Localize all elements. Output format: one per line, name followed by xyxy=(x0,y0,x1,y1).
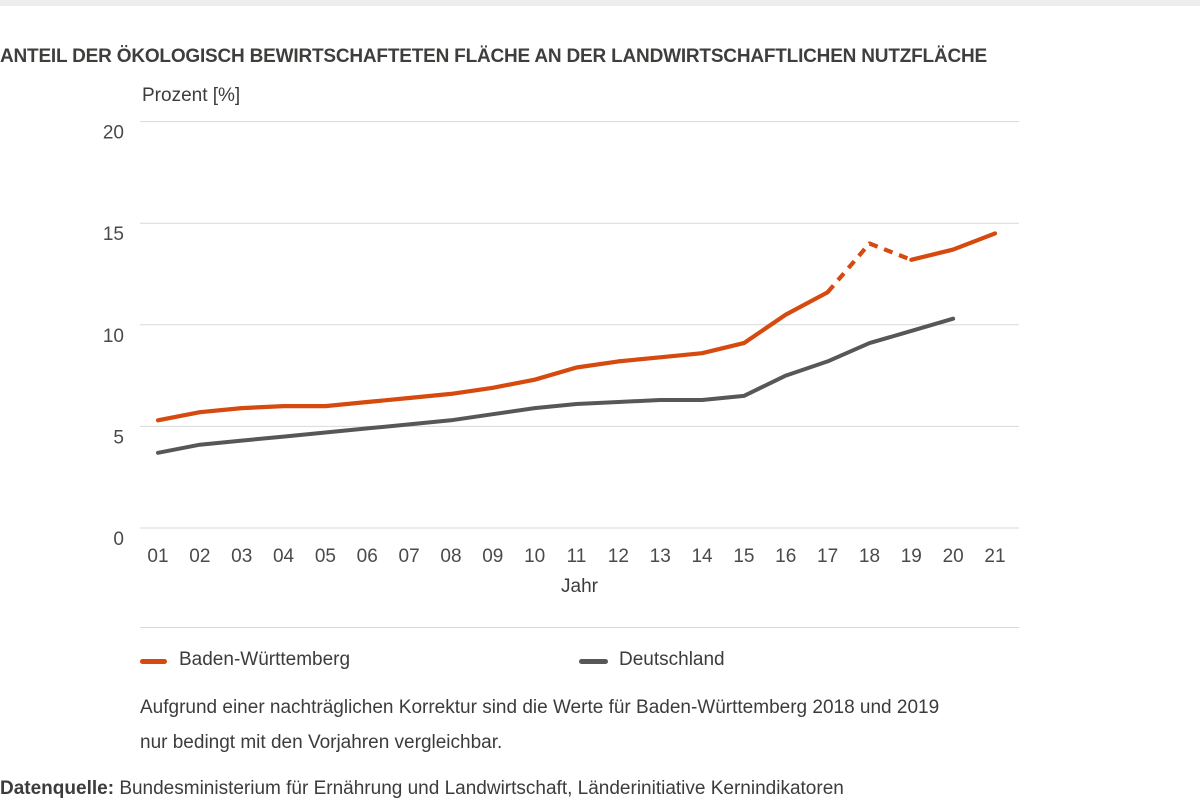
x-tick-label-10: 10 xyxy=(524,546,545,567)
x-tick-label-12: 12 xyxy=(608,546,629,567)
page-title: ANTEIL DER ÖKOLOGISCH BEWIRTSCHAFTETEN F… xyxy=(0,45,987,67)
legend-separator xyxy=(140,627,1019,628)
y-tick-label-15: 15 xyxy=(103,224,124,245)
x-tick-label-05: 05 xyxy=(315,546,336,567)
top-accent-bar xyxy=(0,0,1200,6)
footnote: Aufgrund einer nachträglichen Korrektur … xyxy=(140,690,939,760)
x-tick-label-20: 20 xyxy=(943,546,964,567)
data-source-text: Bundesministerium für Ernährung und Land… xyxy=(119,778,844,799)
x-tick-label-02: 02 xyxy=(189,546,210,567)
x-tick-label-04: 04 xyxy=(273,546,295,567)
x-tick-label-21: 21 xyxy=(984,546,1005,567)
y-axis-title: Prozent [%] xyxy=(142,85,241,106)
x-tick-label-14: 14 xyxy=(691,546,713,567)
footnote-line-1: Aufgrund einer nachträglichen Korrektur … xyxy=(140,697,940,718)
x-tick-label-16: 16 xyxy=(775,546,796,567)
legend-swatch-deutschland xyxy=(579,659,608,664)
x-tick-label-13: 13 xyxy=(650,546,671,567)
x-tick-label-15: 15 xyxy=(733,546,754,567)
x-tick-label-19: 19 xyxy=(901,546,922,567)
x-tick-label-18: 18 xyxy=(859,546,880,567)
x-tick-label-07: 07 xyxy=(399,546,420,567)
legend-label-baden-wuerttemberg: Baden-Württemberg xyxy=(179,649,351,670)
footnote-line-2: nur bedingt mit den Vorjahren vergleichb… xyxy=(140,732,503,753)
y-tick-label-10: 10 xyxy=(103,326,124,347)
x-tick-label-09: 09 xyxy=(482,546,503,567)
legend-swatch-baden-wuerttemberg xyxy=(140,659,167,664)
y-tick-label-20: 20 xyxy=(103,123,124,144)
x-tick-label-11: 11 xyxy=(567,546,587,567)
series-line-baden-wuerttemberg-solid-right xyxy=(909,231,998,262)
y-tick-label-0: 0 xyxy=(113,529,124,550)
data-source-label: Datenquelle: xyxy=(0,778,115,799)
x-tick-label-06: 06 xyxy=(357,546,378,567)
x-tick-label-08: 08 xyxy=(440,546,461,567)
data-source: Datenquelle: Bundesministerium für Ernäh… xyxy=(0,778,844,800)
x-tick-label-01: 01 xyxy=(147,546,168,567)
series-line-baden-wuerttemberg-solid-left xyxy=(155,290,830,423)
series-line-baden-wuerttemberg-dashed xyxy=(826,241,913,294)
legend: Baden-Württemberg Deutschland xyxy=(0,645,1040,679)
legend-label-deutschland: Deutschland xyxy=(619,649,725,670)
x-tick-label-17: 17 xyxy=(817,546,838,567)
x-axis-title: Jahr xyxy=(561,576,598,597)
series-line-deutschland xyxy=(156,316,956,455)
x-tick-label-03: 03 xyxy=(231,546,252,567)
y-tick-label-5: 5 xyxy=(113,427,124,448)
